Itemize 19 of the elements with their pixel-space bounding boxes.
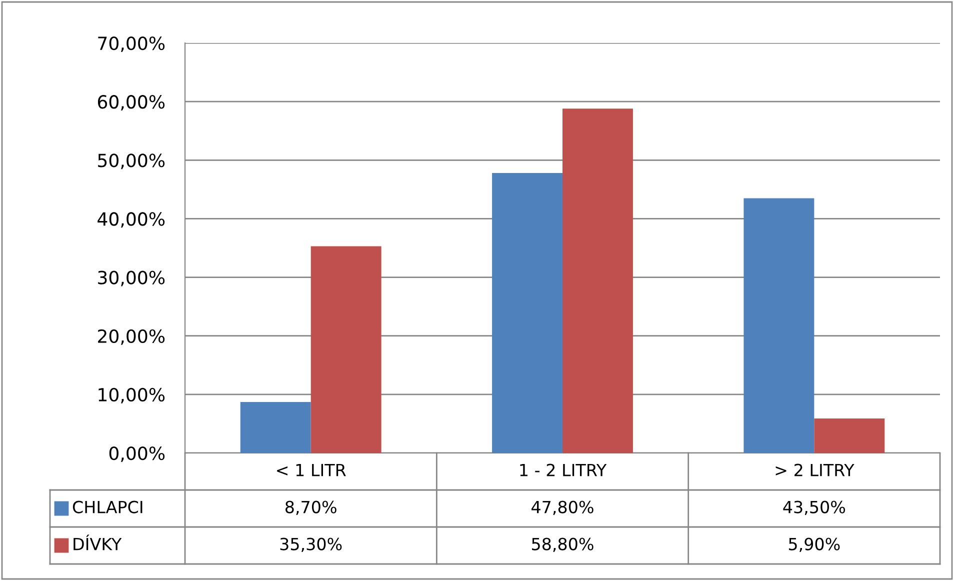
y-tick-label: 30,00% xyxy=(98,270,165,286)
y-tick-label: 0,00% xyxy=(109,446,165,462)
data-label: 8,70% xyxy=(285,500,336,516)
y-tick-label: 40,00% xyxy=(98,212,165,228)
data-label: 35,30% xyxy=(280,538,342,552)
y-tick-label: 10,00% xyxy=(98,388,165,404)
x-tick-label: < 1 LITR xyxy=(277,464,346,476)
data-label: 43,50% xyxy=(783,500,846,516)
legend-label: CHLAPCI xyxy=(72,500,142,514)
y-tick-label: 20,00% xyxy=(98,329,165,345)
x-tick-label: > 2 LITRY xyxy=(776,464,854,476)
y-tick-label: 50,00% xyxy=(98,154,165,170)
x-tick-label: 1 - 2 LITRY xyxy=(520,464,607,476)
legend-label: DÍVKY xyxy=(74,534,122,550)
y-tick-label: 70,00% xyxy=(98,36,165,52)
y-tick-label: 60,00% xyxy=(98,95,165,111)
data-label: 47,80% xyxy=(532,500,594,516)
data-label: 5,90% xyxy=(788,538,840,552)
data-label: 58,80% xyxy=(532,538,594,552)
